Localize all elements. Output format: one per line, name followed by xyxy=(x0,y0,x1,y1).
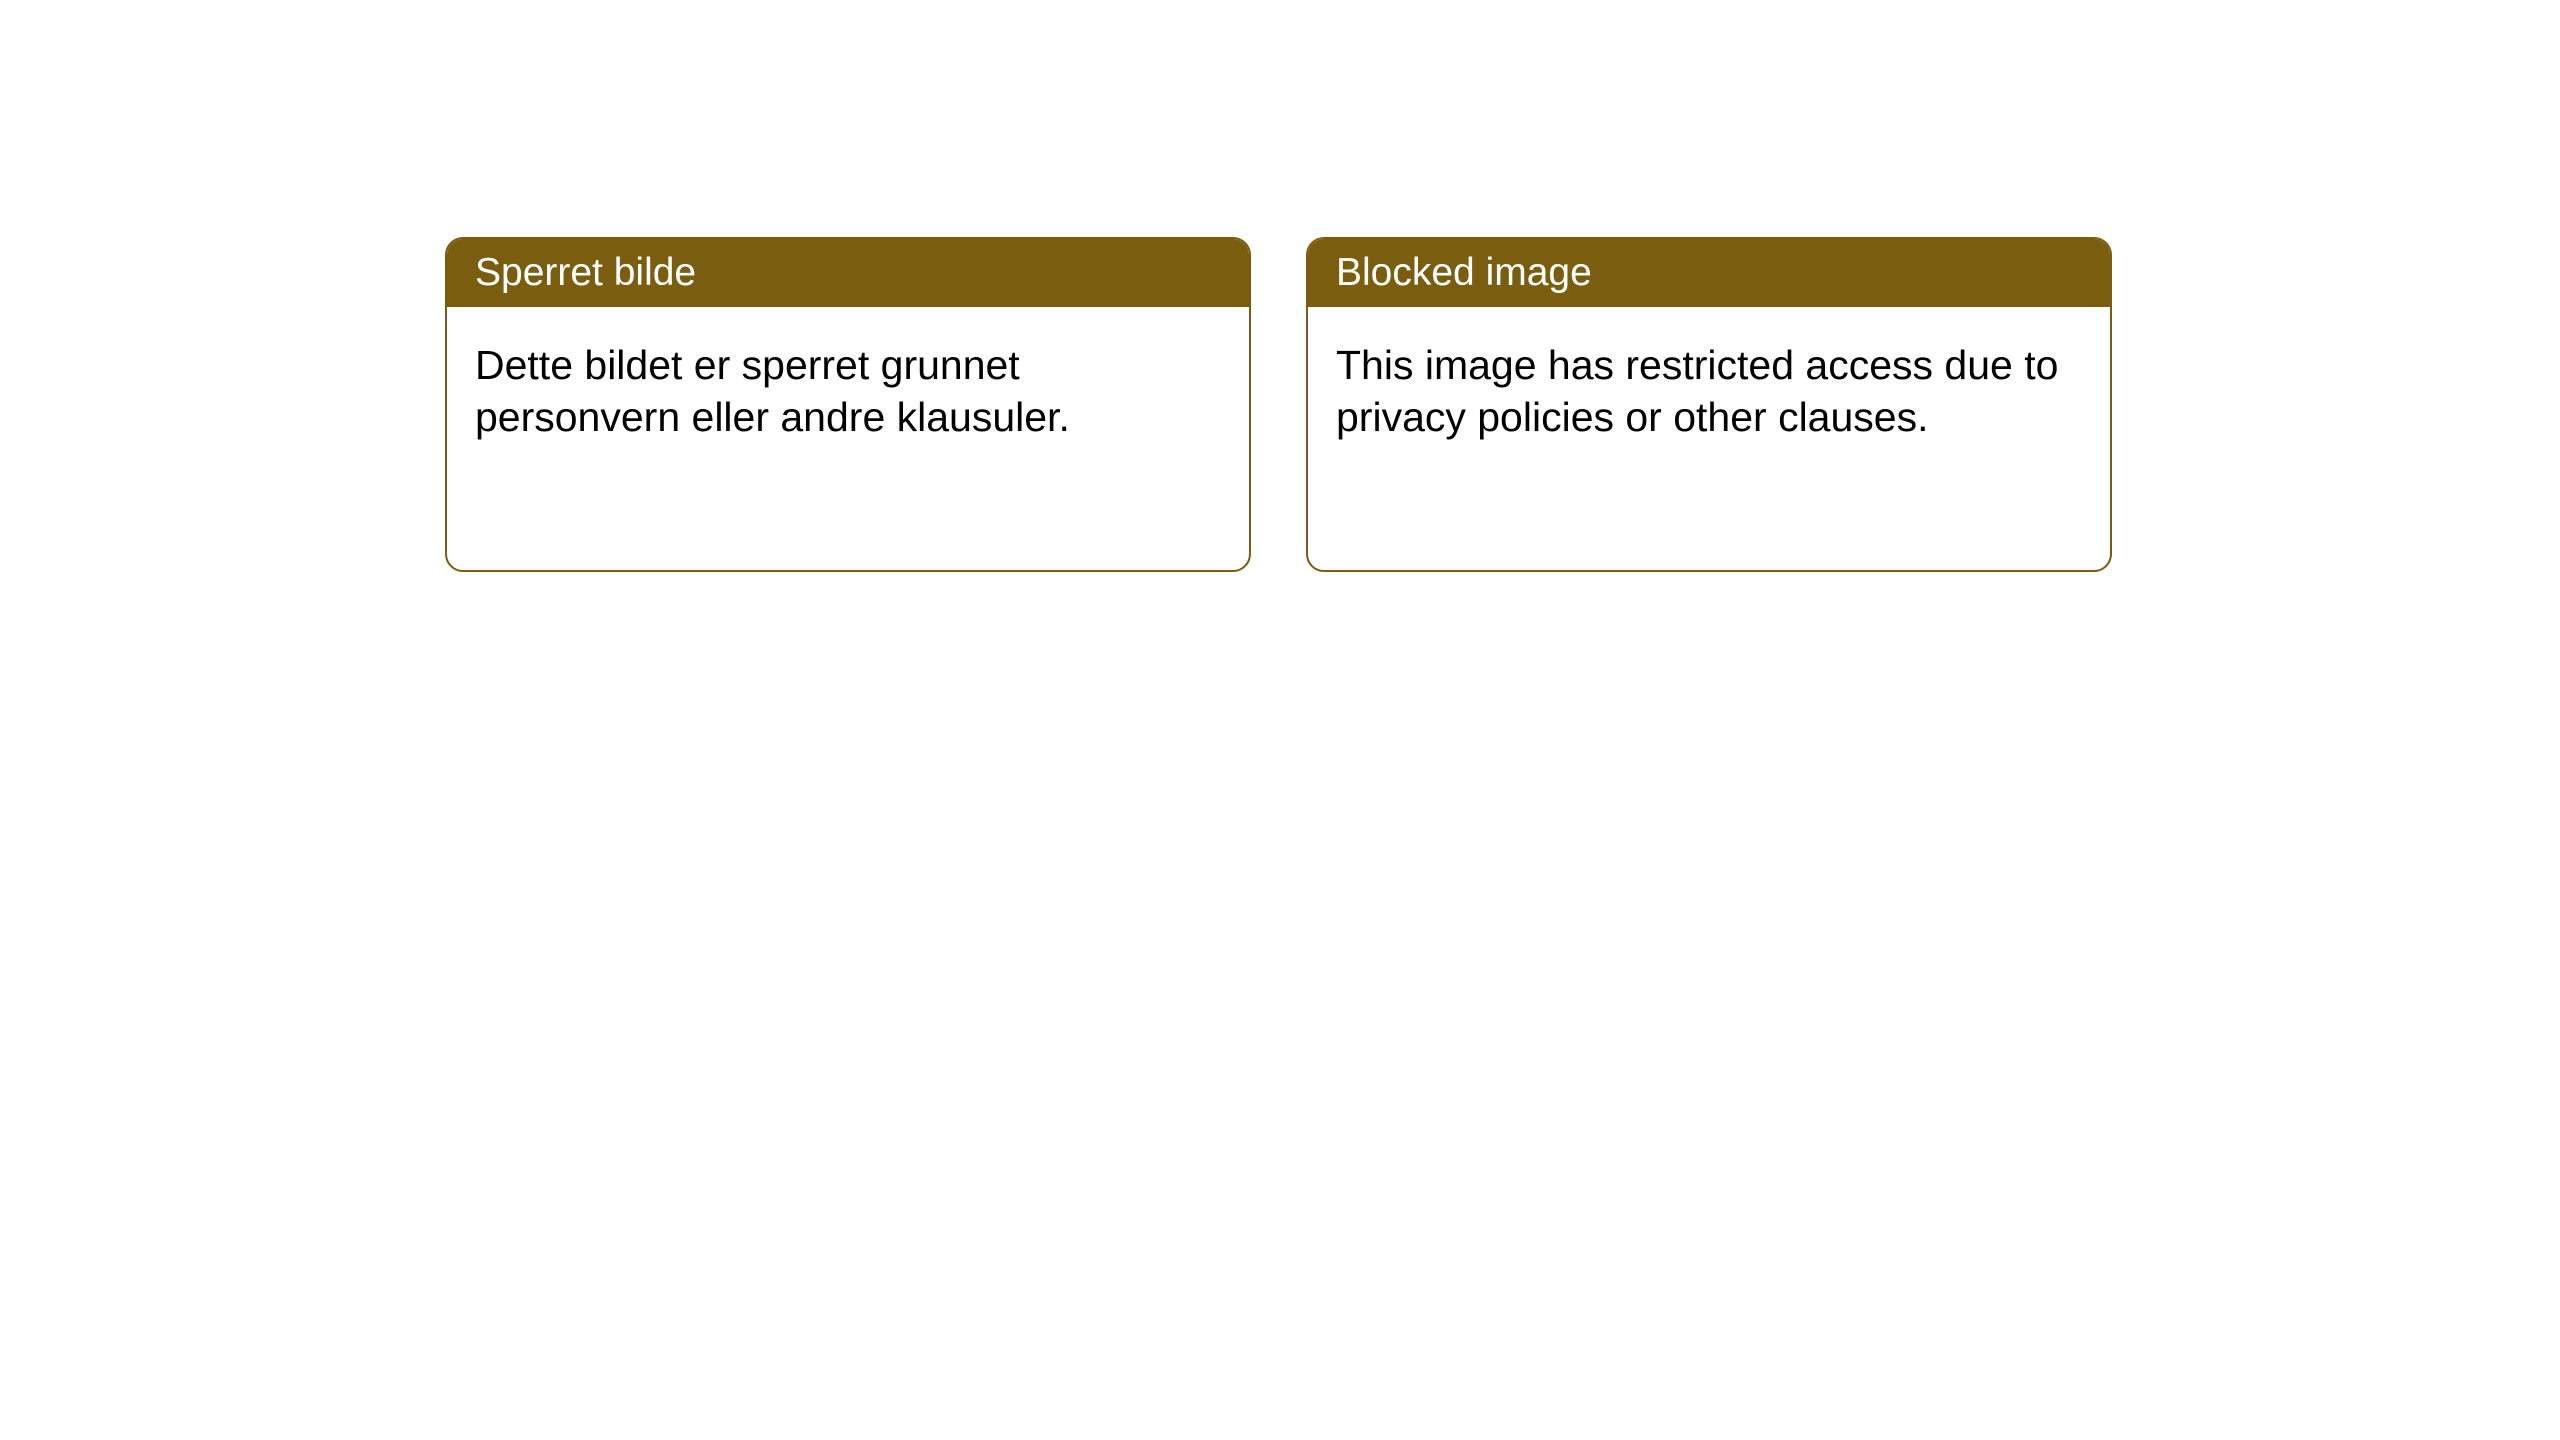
notice-body: This image has restricted access due to … xyxy=(1308,307,2110,475)
notice-container: Sperret bilde Dette bildet er sperret gr… xyxy=(445,237,2112,572)
notice-body: Dette bildet er sperret grunnet personve… xyxy=(447,307,1249,475)
notice-header: Sperret bilde xyxy=(447,239,1249,307)
notice-message: This image has restricted access due to … xyxy=(1336,342,2058,440)
notice-message: Dette bildet er sperret grunnet personve… xyxy=(475,342,1070,440)
notice-title: Sperret bilde xyxy=(475,251,696,294)
notice-header: Blocked image xyxy=(1308,239,2110,307)
notice-card-norwegian: Sperret bilde Dette bildet er sperret gr… xyxy=(445,237,1251,572)
notice-card-english: Blocked image This image has restricted … xyxy=(1306,237,2112,572)
notice-title: Blocked image xyxy=(1336,251,1592,294)
